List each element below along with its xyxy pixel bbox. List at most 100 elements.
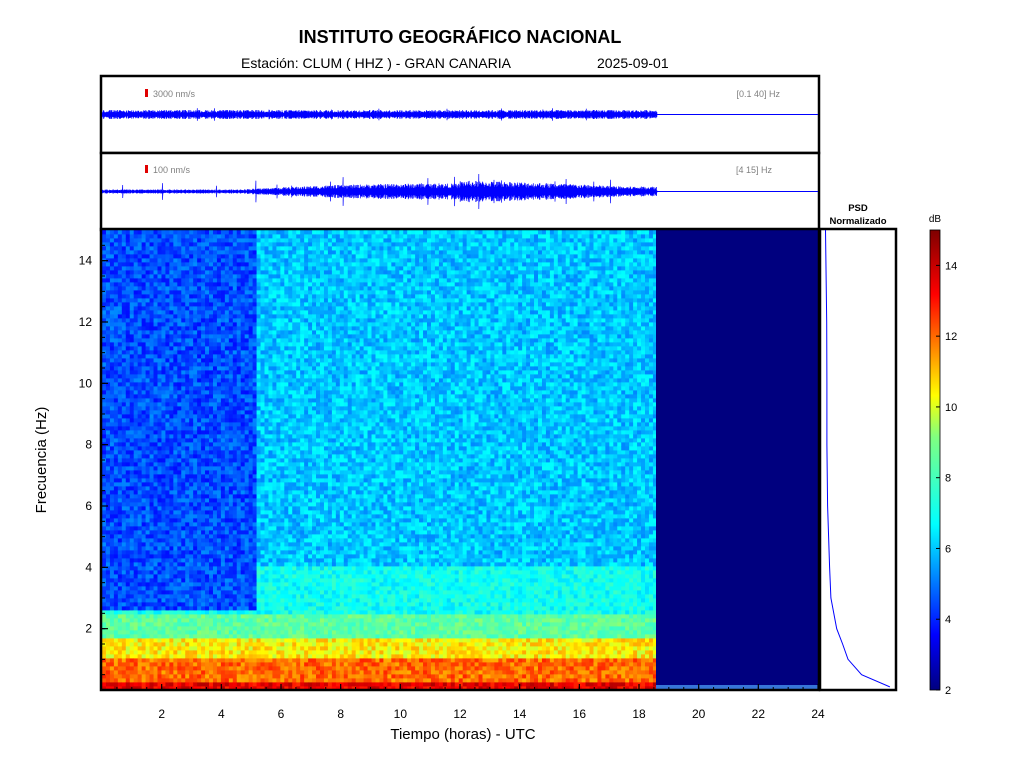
spectrogram-cell [102, 498, 107, 503]
spectrogram-cell [252, 494, 257, 499]
spectrogram-cell [145, 686, 150, 690]
spectrogram-cell [201, 590, 206, 595]
spectrogram-cell [248, 322, 254, 327]
spectrogram-cell [197, 402, 202, 407]
spectrogram-cell [157, 546, 162, 551]
spectrogram-cell [260, 450, 265, 455]
spectrogram-cell [113, 530, 119, 535]
spectrogram-cell [232, 574, 238, 579]
spectrogram-cell [161, 230, 166, 235]
spectrogram-cell [153, 602, 158, 607]
spectrogram-cell [113, 478, 119, 483]
spectrogram-cell [173, 686, 178, 690]
spectrogram-cell [224, 682, 230, 687]
spectrogram-cell [129, 366, 135, 371]
spectrogram-cell [244, 514, 250, 519]
spectrogram-cell [264, 334, 269, 339]
spectrogram-cell [153, 454, 158, 459]
spectrogram-cell [189, 666, 194, 671]
spectrogram-cell [201, 238, 206, 243]
spectrogram-cell [244, 626, 250, 631]
spectrogram-cell [216, 566, 222, 571]
spectrogram-cell [177, 366, 182, 371]
spectrogram-cell [133, 326, 139, 331]
spectrogram-cell [193, 238, 198, 243]
spectrogram-cell [224, 250, 230, 255]
spectrogram-cell [236, 338, 242, 343]
spectrogram-cell [197, 410, 202, 415]
spectrogram-cell [240, 594, 246, 599]
spectrogram-cell [125, 358, 131, 363]
spectrogram-cell [193, 398, 198, 403]
spectrogram-cell [153, 358, 158, 363]
spectrogram-cell [264, 394, 269, 399]
spectrogram-cell [129, 314, 135, 319]
spectrogram-cell [189, 542, 194, 547]
spectrogram-cell [216, 618, 222, 623]
spectrogram-cell [205, 602, 210, 607]
spectrogram-cell [117, 654, 123, 659]
spectrogram-cell [212, 302, 218, 307]
spectrogram-cell [220, 474, 226, 479]
spectrogram-cell [189, 522, 194, 527]
spectrogram-cell [133, 530, 139, 535]
spectrogram-cell [252, 674, 257, 679]
spectrogram-cell [109, 558, 115, 563]
spectrogram-cell [216, 250, 222, 255]
spectrogram-cell [125, 314, 131, 319]
spectrogram-cell [244, 458, 250, 463]
spectrogram-cell [260, 486, 265, 491]
spectrogram-cell [256, 518, 261, 523]
spectrogram-cell [209, 650, 214, 655]
spectrogram-cell [260, 562, 265, 567]
spectrogram-cell [137, 530, 143, 535]
spectrogram-cell [109, 414, 115, 419]
spectrogram-cell [117, 318, 123, 323]
spectrogram-cell [189, 438, 194, 443]
spectrogram-cell [173, 478, 178, 483]
spectrogram-cell [141, 374, 146, 379]
spectrogram-cell [205, 514, 210, 519]
spectrogram-cell [113, 514, 119, 519]
spectrogram-cell [224, 590, 230, 595]
spectrogram-cell [113, 674, 119, 679]
spectrogram-cell [248, 330, 254, 335]
spectrogram-cell [165, 374, 170, 379]
spectrogram-cell [220, 446, 226, 451]
spectrogram-cell [102, 290, 107, 295]
spectrogram-cell [197, 326, 202, 331]
spectrogram-cell [121, 618, 127, 623]
spectrogram-cell [232, 502, 238, 507]
spectrogram-cell [216, 442, 222, 447]
spectrogram-cell [105, 346, 111, 351]
spectrogram-cell [244, 382, 250, 387]
spectrogram-cell [165, 282, 170, 287]
spectrogram-cell [125, 634, 131, 639]
spectrogram-cell [197, 634, 202, 639]
spectrogram-cell [113, 594, 119, 599]
spectrogram-cell [113, 378, 119, 383]
spectrogram-cell [205, 346, 210, 351]
spectrogram-cell [173, 406, 178, 411]
spectrogram-cell [264, 542, 269, 547]
spectrogram-cell [228, 526, 234, 531]
spectrogram-cell [240, 414, 246, 419]
spectrogram-cell [177, 250, 182, 255]
spectrogram-cell [105, 562, 111, 567]
spectrogram-cell [268, 662, 273, 667]
spectrogram-cell [216, 390, 222, 395]
spectrogram-cell [129, 606, 135, 611]
spectrogram-cell [129, 474, 135, 479]
spectrogram-cell [197, 474, 202, 479]
spectrogram-cell [232, 374, 238, 379]
spectrogram-cell [232, 322, 238, 327]
spectrogram-cell [232, 682, 238, 687]
spectrogram-cell [145, 670, 150, 675]
spectrogram-cell [149, 402, 154, 407]
spectrogram-cell [236, 370, 242, 375]
spectrogram-cell [161, 630, 166, 635]
spectrogram-cell [216, 686, 222, 690]
spectrogram-cell [105, 658, 111, 663]
spectrogram-cell [205, 298, 210, 303]
spectrogram-cell [197, 478, 202, 483]
